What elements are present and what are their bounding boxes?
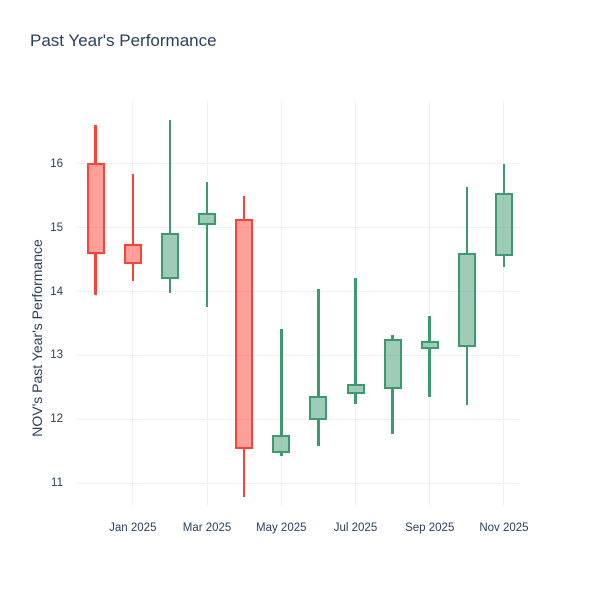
candle-jan-2025[interactable]: [123, 174, 142, 281]
candle-aug-2025[interactable]: [383, 334, 402, 435]
candle-lower-wick: [317, 419, 320, 446]
candle-body: [235, 218, 254, 449]
y-tick-label-12: 12: [50, 413, 63, 426]
candle-body: [494, 192, 513, 256]
y-gridline-15: [76, 227, 520, 229]
x-tick-label-may-2025: May 2025: [256, 522, 307, 534]
candle-lower-wick: [465, 347, 469, 406]
y-gridline-14: [76, 291, 520, 292]
plot-area[interactable]: [76, 100, 520, 506]
candle-upper-wick: [391, 334, 394, 339]
y-tick-label-16: 16: [50, 157, 63, 170]
candle-body: [86, 162, 105, 254]
y-gridline-11: [76, 482, 520, 484]
candle-lower-wick: [205, 225, 209, 307]
x-tick-label-jul-2025: Jul 2025: [333, 522, 378, 534]
candle-jul-2025[interactable]: [346, 278, 365, 404]
y-axis-title: NOV's Past Year's Performance: [29, 239, 45, 437]
candle-upper-wick: [502, 163, 506, 193]
candle-body: [160, 233, 179, 280]
candle-body: [420, 340, 439, 349]
candle-lower-wick: [131, 264, 135, 281]
candle-lower-wick: [280, 453, 283, 457]
chart-title: Past Year's Performance: [30, 31, 217, 50]
candle-body: [309, 395, 328, 420]
candle-upper-wick: [242, 196, 246, 219]
candle-mar-2025[interactable]: [198, 181, 217, 307]
candle-apr-2025[interactable]: [235, 196, 254, 498]
candle-feb-2025[interactable]: [160, 119, 179, 294]
candle-lower-wick: [94, 253, 97, 296]
x-tick-label-jan-2025: Jan 2025: [109, 522, 157, 534]
x-tick-label-mar-2025: Mar 2025: [182, 522, 232, 534]
y-gridline-16: [76, 163, 520, 165]
candle-upper-wick: [428, 316, 431, 341]
candle-body: [272, 435, 291, 453]
x-gridline-sep-2025: [429, 100, 431, 506]
candle-oct-2025[interactable]: [457, 187, 476, 406]
candle-jun-2025[interactable]: [309, 288, 328, 446]
candle-upper-wick: [94, 124, 97, 163]
candle-lower-wick: [428, 348, 431, 398]
x-gridline-jan-2025: [132, 100, 134, 506]
candle-lower-wick: [354, 393, 357, 404]
x-tick-label-sep-2025: Sep 2025: [405, 522, 455, 534]
y-gridline-13: [76, 354, 520, 356]
y-gridline-12: [76, 418, 520, 420]
y-tick-label-13: 13: [50, 349, 63, 362]
candle-upper-wick: [168, 119, 172, 234]
x-tick-label-nov-2025: Nov 2025: [479, 522, 529, 534]
y-tick-label-14: 14: [50, 285, 63, 298]
candle-lower-wick: [168, 279, 172, 294]
candle-may-2025[interactable]: [272, 329, 291, 457]
candle-lower-wick: [391, 389, 394, 435]
candle-upper-wick: [354, 278, 357, 385]
candle-dec-2024[interactable]: [86, 124, 105, 296]
candle-body: [123, 244, 142, 265]
candle-upper-wick: [465, 187, 469, 254]
candle-upper-wick: [280, 329, 283, 436]
candle-body: [383, 338, 402, 390]
candle-lower-wick: [242, 448, 246, 498]
candle-sep-2025[interactable]: [420, 316, 439, 398]
y-tick-label-11: 11: [51, 477, 63, 490]
candle-body: [346, 384, 365, 394]
candle-upper-wick: [131, 174, 135, 245]
candle-lower-wick: [502, 255, 506, 268]
x-gridline-nov-2025: [503, 100, 505, 506]
candle-body: [198, 212, 217, 226]
candle-upper-wick: [205, 181, 209, 213]
candle-upper-wick: [317, 288, 320, 396]
candle-body: [457, 253, 476, 348]
y-tick-label-15: 15: [50, 221, 63, 234]
x-gridline-may-2025: [280, 100, 282, 506]
candle-nov-2025[interactable]: [494, 163, 513, 268]
